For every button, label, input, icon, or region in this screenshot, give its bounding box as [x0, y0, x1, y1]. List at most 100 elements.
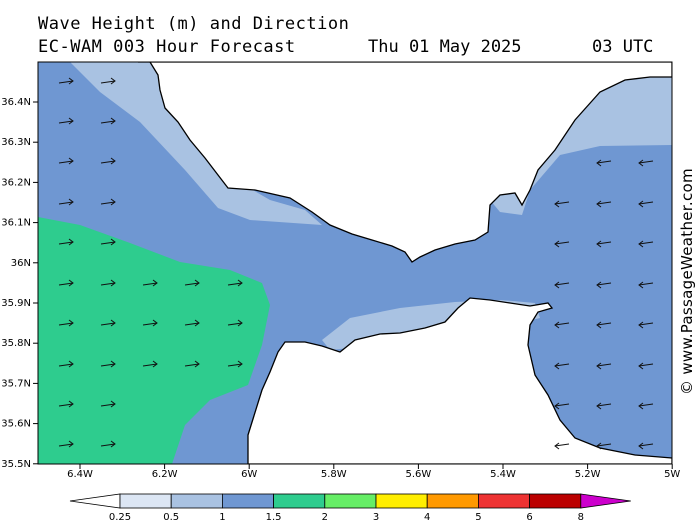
wave-direction-arrow [100, 117, 116, 125]
chart-title: Wave Height (m) and Direction [38, 14, 350, 34]
lon-tick-label: 6.2W [152, 469, 178, 480]
wave-direction-arrow [596, 402, 612, 410]
wave-direction-arrow [58, 77, 74, 85]
legend-swatch [273, 493, 326, 509]
wave-direction-arrow [596, 442, 612, 450]
wave-direction-arrow [227, 279, 243, 287]
lat-tick-label: 36.3N [1, 137, 31, 148]
longitude-axis: 6.4W 6.2W 6W 5.8W 5.6W 5.4W 5.2W 5W [67, 464, 680, 480]
wave-direction-arrow [638, 200, 654, 208]
lat-tick-label: 35.9N [1, 298, 31, 309]
lon-tick-label: 6W [241, 469, 257, 480]
legend-swatch-low [69, 493, 121, 509]
wave-direction-arrow [100, 279, 116, 287]
lat-tick-label: 35.8N [1, 338, 31, 349]
wave-direction-arrow [596, 321, 612, 329]
wave-direction-arrow [227, 319, 243, 327]
wave-direction-arrow [142, 279, 158, 287]
wave-direction-arrow [58, 198, 74, 206]
legend-label: 1.5 [266, 512, 282, 523]
legend-swatch [375, 493, 428, 509]
wave-direction-arrow [184, 360, 200, 368]
lon-tick-label: 5.6W [406, 469, 432, 480]
wave-direction-arrow [554, 442, 570, 450]
wave-direction-arrow [58, 360, 74, 368]
wave-band-1.5-2 [38, 217, 270, 464]
wave-direction-arrow [596, 281, 612, 289]
wave-direction-arrow [58, 319, 74, 327]
wave-direction-arrow [58, 157, 74, 165]
wave-direction-arrow [100, 319, 116, 327]
wave-direction-arrow [554, 281, 570, 289]
wave-direction-arrow [554, 200, 570, 208]
legend-swatch [426, 493, 479, 509]
legend-label: 0.25 [109, 512, 131, 523]
wave-direction-arrow [554, 321, 570, 329]
legend-label: 8 [578, 512, 584, 523]
legend-label: 3 [373, 512, 379, 523]
legend-label: 4 [424, 512, 430, 523]
wave-direction-arrow [554, 362, 570, 370]
lat-tick-label: 36.4N [1, 97, 31, 108]
legend-label: 1 [219, 512, 225, 523]
wave-direction-arrow [638, 321, 654, 329]
lat-tick-label: 35.5N [1, 459, 31, 470]
wave-direction-arrow [142, 319, 158, 327]
legend-label: 6 [526, 512, 532, 523]
wave-direction-arrow [184, 319, 200, 327]
wave-direction-arrow [184, 279, 200, 287]
wave-direction-arrow [638, 240, 654, 248]
wave-direction-arrow [58, 117, 74, 125]
lat-tick-label: 36.1N [1, 218, 31, 229]
wave-direction-arrow [100, 238, 116, 246]
wave-direction-arrow [638, 402, 654, 410]
wave-direction-arrow [554, 240, 570, 248]
wave-direction-arrow [554, 402, 570, 410]
wave-direction-arrow [100, 198, 116, 206]
legend-label: 0.5 [163, 512, 179, 523]
lat-tick-label: 35.7N [1, 378, 31, 389]
wave-direction-arrow [58, 238, 74, 246]
forecast-time: 03 UTC [592, 37, 654, 57]
wave-direction-arrows [58, 77, 654, 450]
wave-direction-arrow [596, 159, 612, 167]
wave-direction-arrow [100, 77, 116, 85]
wave-direction-arrow [638, 442, 654, 450]
legend-swatch [477, 493, 530, 509]
legend-swatch [119, 493, 172, 509]
land-spain [138, 62, 672, 263]
wave-direction-arrow [596, 362, 612, 370]
legend-swatch [324, 493, 377, 509]
lon-tick-label: 5.2W [575, 469, 601, 480]
wave-direction-arrow [100, 400, 116, 408]
wave-direction-arrow [142, 360, 158, 368]
wave-direction-arrow [227, 360, 243, 368]
wave-direction-arrow [638, 362, 654, 370]
wave-direction-arrow [596, 200, 612, 208]
forecast-date: Thu 01 May 2025 [368, 37, 522, 57]
legend-swatch-high [580, 493, 631, 509]
lat-tick-label: 35.6N [1, 419, 31, 430]
color-legend: 0.25 0.5 1 1.5 2 3 4 5 6 8 [69, 493, 631, 523]
legend-label: 2 [322, 512, 328, 523]
lon-tick-label: 5.4W [490, 469, 516, 480]
lon-tick-label: 6.4W [67, 469, 93, 480]
wave-direction-arrow [638, 159, 654, 167]
wave-direction-arrow [100, 440, 116, 448]
wave-direction-arrow [58, 440, 74, 448]
wave-direction-arrow [58, 279, 74, 287]
legend-swatch [170, 493, 223, 509]
legend-swatch [221, 493, 274, 509]
wave-direction-arrow [100, 157, 116, 165]
legend-swatch [529, 493, 582, 509]
land-morocco [247, 297, 672, 464]
lon-tick-label: 5W [664, 469, 680, 480]
wave-direction-arrow [638, 281, 654, 289]
model-label: EC-WAM 003 Hour Forecast [38, 37, 296, 57]
legend-label: 5 [475, 512, 481, 523]
wave-direction-arrow [100, 360, 116, 368]
lon-tick-label: 5.8W [321, 469, 347, 480]
lat-tick-label: 36.2N [1, 177, 31, 188]
wave-direction-arrow [596, 240, 612, 248]
